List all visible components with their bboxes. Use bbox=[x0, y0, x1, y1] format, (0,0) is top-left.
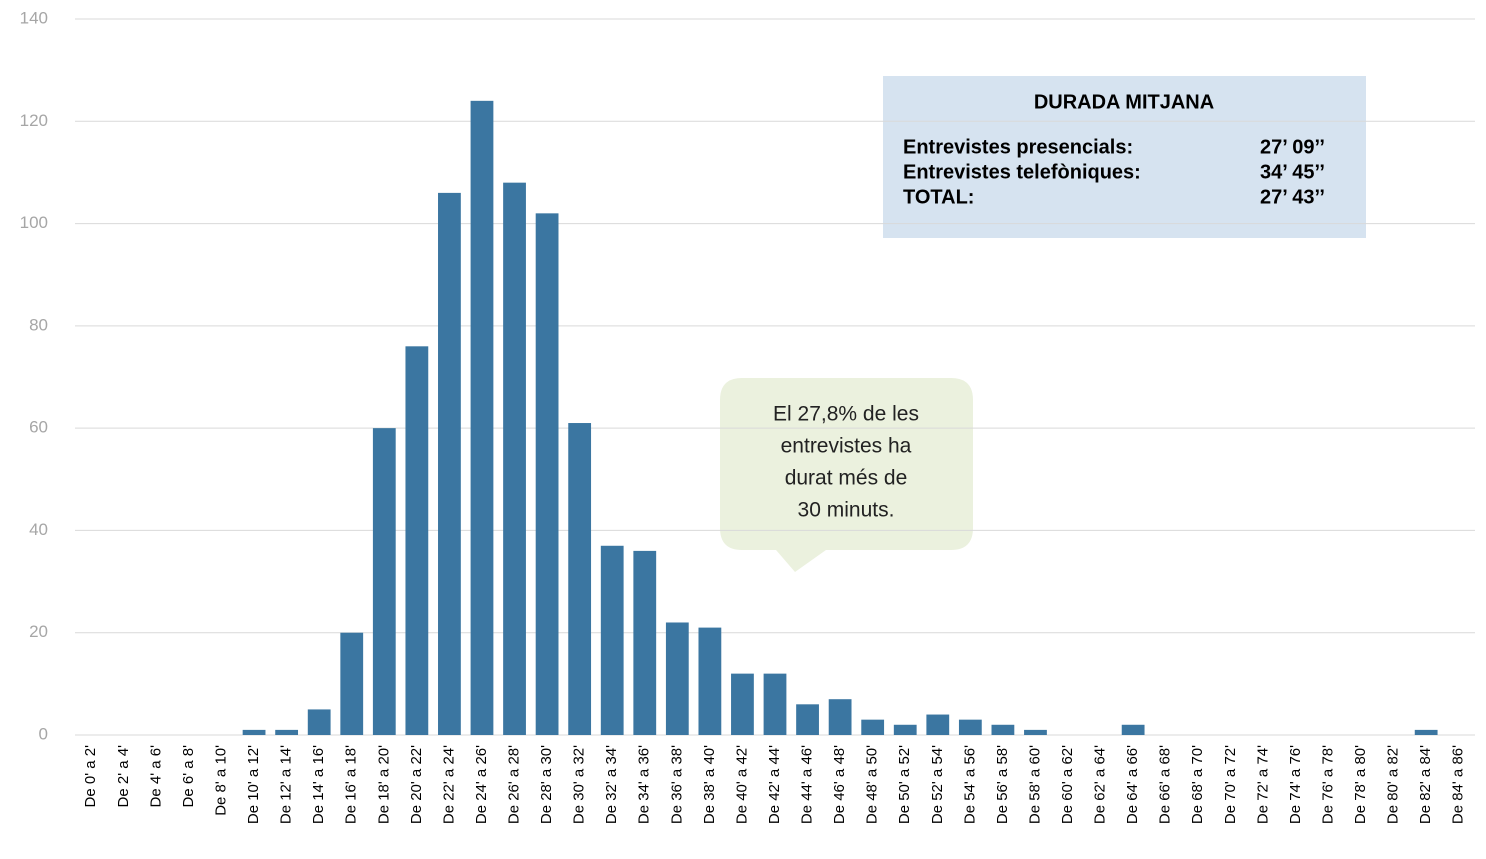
callout-text: entrevistes ha bbox=[781, 435, 912, 458]
bar bbox=[600, 545, 624, 735]
x-tick-label: De 32' a 34' bbox=[603, 745, 620, 824]
x-tick-label: De 70' a 72' bbox=[1222, 745, 1239, 824]
x-tick-label: De 22' a 24' bbox=[440, 745, 457, 824]
bar bbox=[991, 724, 1015, 735]
y-tick-label: 80 bbox=[29, 315, 48, 334]
bar bbox=[763, 673, 787, 735]
info-value: 27’ 43’’ bbox=[1260, 186, 1325, 208]
y-tick-label: 100 bbox=[20, 213, 48, 232]
bar bbox=[633, 550, 657, 735]
x-tick-label: De 40' a 42' bbox=[733, 745, 750, 824]
bar bbox=[242, 729, 266, 735]
x-tick-label: De 36' a 38' bbox=[668, 745, 685, 824]
x-tick-label: De 16' a 18' bbox=[343, 745, 360, 824]
x-tick-label: De 46' a 48' bbox=[831, 745, 848, 824]
bar bbox=[1024, 729, 1047, 735]
bar bbox=[796, 704, 819, 735]
x-tick-label: De 58' a 60' bbox=[1026, 745, 1043, 824]
info-label: Entrevistes telefòniques: bbox=[903, 161, 1141, 183]
x-tick-label: De 38' a 40' bbox=[701, 745, 718, 824]
x-tick-label: De 72' a 74' bbox=[1254, 745, 1271, 824]
bar bbox=[861, 719, 885, 735]
x-tick-label: De 0' a 2' bbox=[82, 745, 99, 808]
bar bbox=[926, 714, 950, 735]
x-tick-label: De 66' a 68' bbox=[1157, 745, 1174, 824]
x-tick-label: De 64' a 66' bbox=[1124, 745, 1141, 824]
bar bbox=[893, 724, 917, 735]
x-tick-label: De 4' a 6' bbox=[147, 745, 164, 808]
y-tick-label: 20 bbox=[29, 622, 48, 641]
bar bbox=[372, 428, 396, 735]
bar bbox=[503, 182, 526, 735]
x-tick-label: De 50' a 52' bbox=[896, 745, 913, 824]
x-tick-label: De 44' a 46' bbox=[799, 745, 816, 824]
x-tick-label: De 80' a 82' bbox=[1385, 745, 1402, 824]
x-tick-label: De 74' a 76' bbox=[1287, 745, 1304, 824]
x-tick-label: De 54' a 56' bbox=[961, 745, 978, 824]
info-value: 34’ 45’’ bbox=[1260, 161, 1325, 183]
bar bbox=[340, 632, 364, 735]
x-tick-label: De 62' a 64' bbox=[1092, 745, 1109, 824]
x-tick-label: De 78' a 80' bbox=[1352, 745, 1369, 824]
x-tick-label: De 52' a 54' bbox=[929, 745, 946, 824]
info-label: TOTAL: bbox=[903, 186, 974, 208]
info-title: DURADA MITJANA bbox=[1034, 91, 1214, 113]
y-tick-label: 120 bbox=[20, 111, 48, 130]
x-tick-label: De 48' a 50' bbox=[864, 745, 881, 824]
bar bbox=[958, 719, 982, 735]
callout-text: 30 minuts. bbox=[798, 499, 895, 522]
bar bbox=[1121, 724, 1145, 735]
x-tick-label: De 2' a 4' bbox=[115, 745, 132, 808]
info-box bbox=[883, 76, 1366, 238]
bar bbox=[1414, 729, 1438, 735]
x-tick-label: De 18' a 20' bbox=[375, 745, 392, 824]
bar bbox=[731, 673, 754, 735]
callout-text: El 27,8% de les bbox=[773, 403, 919, 426]
x-tick-label: De 34' a 36' bbox=[636, 745, 653, 824]
bar bbox=[535, 213, 559, 736]
x-tick-label: De 14' a 16' bbox=[310, 745, 327, 824]
bar bbox=[438, 192, 461, 735]
x-tick-label: De 76' a 78' bbox=[1319, 745, 1336, 824]
x-tick-label: De 30' a 32' bbox=[571, 745, 588, 824]
x-tick-label: De 28' a 30' bbox=[538, 745, 555, 824]
x-tick-label: De 68' a 70' bbox=[1189, 745, 1206, 824]
bar bbox=[307, 709, 331, 735]
x-tick-label: De 84' a 86' bbox=[1450, 745, 1467, 824]
x-tick-label: De 10' a 12' bbox=[245, 745, 262, 824]
bar bbox=[568, 423, 592, 735]
y-tick-label: 60 bbox=[29, 418, 48, 437]
callout-bubble bbox=[720, 378, 973, 572]
bar bbox=[665, 622, 689, 735]
x-tick-label: De 26' a 28' bbox=[506, 745, 523, 824]
x-tick-label: De 56' a 58' bbox=[994, 745, 1011, 824]
x-tick-label: De 6' a 8' bbox=[180, 745, 197, 808]
bar bbox=[405, 346, 429, 735]
x-tick-label: De 8' a 10' bbox=[212, 745, 229, 816]
x-tick-label: De 82' a 84' bbox=[1417, 745, 1434, 824]
x-tick-label: De 24' a 26' bbox=[473, 745, 490, 824]
bar bbox=[275, 729, 299, 735]
y-tick-label: 40 bbox=[29, 520, 48, 539]
bar bbox=[470, 100, 494, 736]
info-label: Entrevistes presencials: bbox=[903, 136, 1133, 158]
x-tick-label: De 20' a 22' bbox=[408, 745, 425, 824]
callout-text: durat més de bbox=[785, 467, 908, 490]
y-tick-label: 140 bbox=[20, 8, 48, 27]
bar bbox=[828, 699, 852, 735]
x-tick-label: De 12' a 14' bbox=[278, 745, 295, 824]
bar bbox=[698, 627, 722, 735]
y-tick-label: 0 bbox=[39, 724, 48, 743]
x-tick-label: De 60' a 62' bbox=[1059, 745, 1076, 824]
info-value: 27’ 09’’ bbox=[1260, 136, 1325, 158]
x-tick-label: De 42' a 44' bbox=[766, 745, 783, 824]
